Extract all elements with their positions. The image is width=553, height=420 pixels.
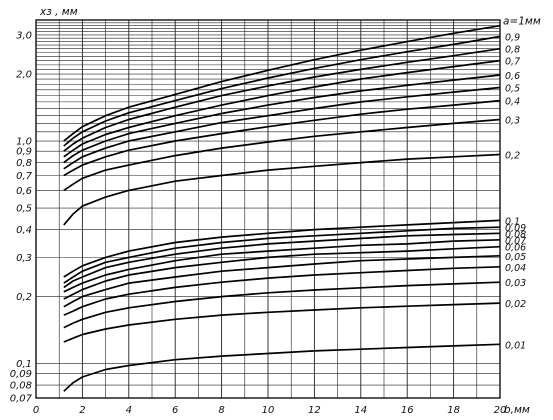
series-label: 0,6 xyxy=(505,71,520,82)
x-tick-label: 16 xyxy=(401,405,414,416)
tick-labels: 0 2 4 6 8 10 12 14 16 18 20 3,0 2,0 1,00,90,8 0,7 0,6 0,… xyxy=(10,30,507,416)
series-line xyxy=(63,99,501,177)
series-label: 0,1 xyxy=(505,216,520,227)
x-tick-label: 12 xyxy=(308,405,321,416)
series-label: 0,06 xyxy=(505,243,526,254)
x-tick-label: 6 xyxy=(172,405,178,416)
series-label: 0,3 xyxy=(505,115,520,126)
series-label: 0,02 xyxy=(505,299,526,310)
x-tick-label: 20 xyxy=(494,405,507,416)
legend-title: a=1мм xyxy=(503,16,541,28)
series-line xyxy=(63,226,501,284)
series-label: 0,9 xyxy=(505,33,520,44)
series-line xyxy=(63,238,501,293)
y-tick-label: 1,0 xyxy=(16,137,32,148)
series-labels: 0,90,80,70,60,50,40,30,20,10,090,080,070… xyxy=(505,33,526,352)
series-label: 0,4 xyxy=(505,97,520,108)
y-tick-label: 0,2 xyxy=(16,292,32,303)
series-label: 0,07 xyxy=(505,236,526,247)
series-label: 0,05 xyxy=(505,252,526,263)
series-label: 0,01 xyxy=(505,340,526,351)
series-label: 0,08 xyxy=(505,229,526,240)
series-line xyxy=(63,118,501,192)
grid xyxy=(35,19,501,399)
y-tick-label: 0,4 xyxy=(16,225,32,236)
series-line xyxy=(63,47,501,152)
series-line xyxy=(63,281,501,329)
x-tick-label: 8 xyxy=(218,405,224,416)
y-tick-label: 0,6 xyxy=(16,186,32,197)
x-tick-label: 2 xyxy=(79,405,85,416)
series-line xyxy=(63,74,501,164)
series-line xyxy=(63,24,501,142)
series-lines xyxy=(63,24,501,392)
x-tick-label: 18 xyxy=(447,405,460,416)
series-label: 0,03 xyxy=(505,278,526,289)
y-tick-label: 0,3 xyxy=(16,253,32,264)
series-line xyxy=(63,302,501,343)
x-axis-title: b,мм xyxy=(504,404,530,416)
series-line xyxy=(63,219,501,278)
series-line xyxy=(63,232,501,289)
series-label: 0,7 xyxy=(505,57,520,68)
y-tick-label: 0,1 xyxy=(16,359,32,370)
series-line xyxy=(63,343,501,392)
series-line xyxy=(63,245,501,300)
y-tick-label: 0,9 xyxy=(16,147,32,158)
series-line xyxy=(63,59,501,158)
y-tick-label: 0,09 xyxy=(10,369,32,380)
series-label: 0,5 xyxy=(505,84,520,95)
y-tick-label: 0,7 xyxy=(16,171,33,182)
x-tick-label: 14 xyxy=(354,405,367,416)
y-tick-label: 0,08 xyxy=(10,381,32,392)
x-tick-label: 0 xyxy=(33,405,39,416)
series-line xyxy=(63,265,501,316)
series-line xyxy=(63,153,501,226)
series-label: 0,09 xyxy=(505,223,526,234)
y-tick-label: 0,5 xyxy=(16,204,32,215)
series-line xyxy=(63,254,501,308)
y-tick-label: 2,0 xyxy=(16,70,32,81)
series-line xyxy=(63,86,501,170)
series-label: 0,2 xyxy=(505,151,520,162)
y-tick-label: 3,0 xyxy=(16,30,32,41)
y-axis-title: xз , мм xyxy=(39,6,78,18)
plot-frame xyxy=(35,19,501,399)
x-tick-label: 10 xyxy=(262,405,275,416)
x-tick-label: 4 xyxy=(126,405,132,416)
y-tick-label: 0,8 xyxy=(16,158,32,169)
series-line xyxy=(63,35,501,147)
series-label: 0,8 xyxy=(505,45,520,56)
y-tick-label: 0,07 xyxy=(10,394,33,405)
series-label: 0,04 xyxy=(505,263,526,274)
